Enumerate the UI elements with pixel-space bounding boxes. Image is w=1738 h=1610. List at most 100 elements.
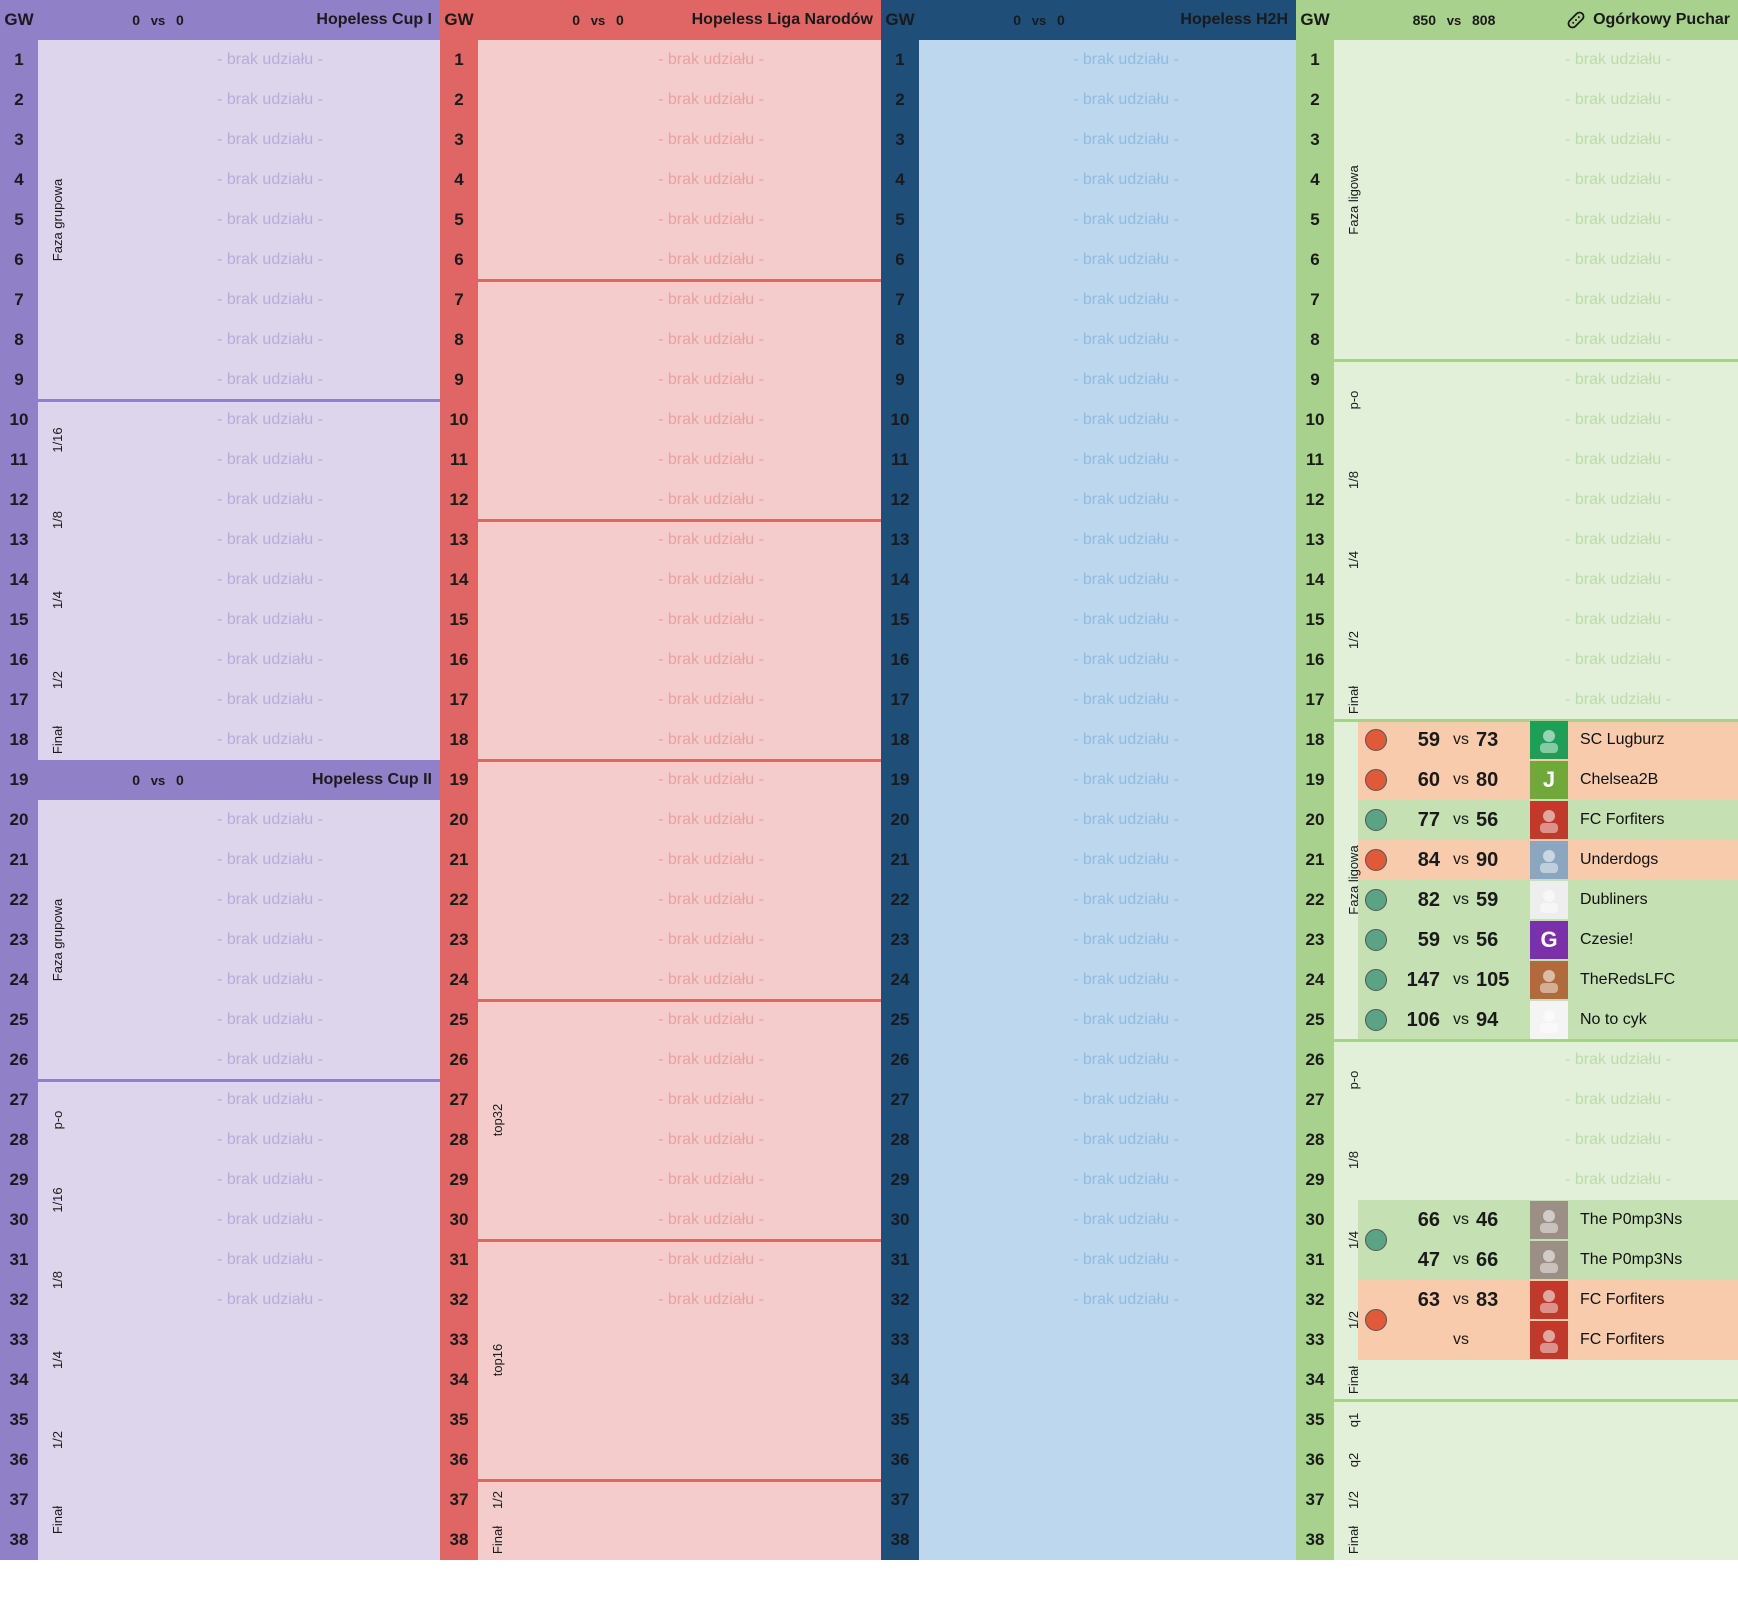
team-name[interactable]: TheRedsLFC — [1580, 971, 1676, 988]
gw-number: 20 — [449, 810, 469, 829]
gw-number: 21 — [1305, 850, 1325, 869]
gw-number: 2 — [895, 90, 905, 109]
gw-number: 19 — [9, 770, 29, 789]
gw-number: 17 — [449, 690, 469, 709]
team-name[interactable]: FC Forfiters — [1580, 1331, 1665, 1348]
gw-heading: GW — [4, 10, 34, 29]
gw-number: 10 — [449, 410, 469, 429]
team-name[interactable]: Underdogs — [1580, 851, 1659, 868]
gw-number: 1 — [14, 50, 24, 69]
no-participation-label: - brak udziału - — [1565, 491, 1671, 508]
no-participation-label: - brak udziału - — [217, 611, 323, 628]
no-participation-label: - brak udziału - — [1565, 51, 1671, 68]
match-vs: vs — [1453, 771, 1469, 788]
gw-number: 1 — [1310, 50, 1320, 69]
score-a: 63 — [1417, 1288, 1440, 1311]
match-row[interactable]: 147 vs 105 TheRedsLFC — [1358, 960, 1738, 1000]
team-name[interactable]: FC Forfiters — [1580, 1291, 1665, 1308]
match-row[interactable]: 47 vs 66 The P0mp3Ns — [1358, 1240, 1738, 1280]
match-row[interactable]: 77 vs 56 FC Forfiters — [1358, 800, 1738, 840]
gw-number: 31 — [1305, 1250, 1325, 1269]
stage-separator — [1334, 1399, 1738, 1402]
gw-number: 8 — [454, 330, 464, 349]
result-dot — [1365, 809, 1387, 831]
team-name[interactable]: The P0mp3Ns — [1580, 1211, 1683, 1228]
team-name[interactable]: Dubliners — [1580, 891, 1648, 908]
no-participation-label: - brak udziału - — [1073, 851, 1179, 868]
gw-number: 33 — [9, 1330, 29, 1349]
gw-number: 16 — [449, 650, 469, 669]
no-participation-label: - brak udziału - — [658, 131, 764, 148]
no-participation-label: - brak udziału - — [658, 91, 764, 108]
no-participation-label: - brak udziału - — [1565, 411, 1671, 428]
gw-heading: GW — [444, 10, 474, 29]
result-dot — [1365, 729, 1387, 751]
team-name[interactable]: FC Forfiters — [1580, 811, 1665, 828]
gw-number: 11 — [10, 450, 28, 469]
gw-number: 37 — [890, 1490, 910, 1509]
gw-number: 17 — [1305, 690, 1325, 709]
gw-number: 5 — [1310, 210, 1320, 229]
gw-number: 9 — [1310, 370, 1320, 389]
header-score-b: 0 — [616, 12, 624, 28]
match-row[interactable]: 106 vs 94 No to cyk — [1358, 1000, 1738, 1040]
header-score-b: 808 — [1472, 12, 1496, 28]
no-participation-label: - brak udziału - — [217, 1291, 323, 1308]
gw-number: 36 — [449, 1450, 469, 1469]
match-row[interactable]: 82 vs 59 Dubliners — [1358, 880, 1738, 920]
panel-title: Hopeless Cup II — [312, 771, 432, 789]
match-row[interactable]: 66 vs 46 The P0mp3Ns — [1358, 1200, 1738, 1251]
avatar-letter: G — [1540, 927, 1558, 952]
no-participation-label: - brak udziału - — [658, 771, 764, 788]
no-participation-label: - brak udziału - — [1073, 251, 1179, 268]
no-participation-label: - brak udziału - — [1073, 51, 1179, 68]
gw-number: 38 — [9, 1530, 29, 1549]
no-participation-label: - brak udziału - — [658, 531, 764, 548]
header-vs: vs — [1446, 12, 1462, 28]
panel-subheader: 0 vs 0 Hopeless Cup II — [0, 760, 440, 800]
team-name[interactable]: No to cyk — [1580, 1011, 1647, 1028]
gw-number: 23 — [1305, 930, 1325, 949]
score-b: 59 — [1476, 888, 1499, 911]
panel-title-text: Hopeless Liga Narodów — [691, 11, 873, 28]
no-participation-label: - brak udziału - — [1073, 891, 1179, 908]
no-participation-label: - brak udziału - — [1565, 91, 1671, 108]
no-participation-label: - brak udziału - — [217, 571, 323, 588]
gw-number: 24 — [1305, 970, 1325, 989]
panel-liga: GW 0 vs 0 Hopeless Liga Narodów 1 2 3 4 5 6 7 8 9 10 11… — [440, 0, 881, 1560]
stage-separator — [38, 399, 440, 402]
stage-separator — [478, 1239, 881, 1242]
team-name[interactable]: SC Lugburz — [1580, 731, 1665, 748]
team-avatar — [1530, 801, 1568, 839]
gw-number: 11 — [891, 450, 909, 469]
no-participation-label: - brak udziału - — [217, 91, 323, 108]
no-participation-label: - brak udziału - — [1073, 691, 1179, 708]
match-vs: vs — [1453, 1011, 1469, 1028]
team-avatar: J — [1530, 761, 1568, 799]
match-row[interactable]: 84 vs 90 Underdogs — [1358, 840, 1738, 880]
team-name[interactable]: Chelsea2B — [1580, 771, 1659, 788]
gw-number: 16 — [890, 650, 910, 669]
match-row[interactable]: 60 vs 80 J Chelsea2B — [1358, 760, 1738, 800]
stage-label: Faza grupowa — [50, 898, 65, 982]
header-vs: vs — [1031, 12, 1047, 28]
team-avatar — [1530, 881, 1568, 919]
gw-number: 38 — [890, 1530, 910, 1549]
no-participation-label: - brak udziału - — [217, 1091, 323, 1108]
team-name[interactable]: The P0mp3Ns — [1580, 1251, 1683, 1268]
gw-number: 6 — [14, 250, 24, 269]
match-vs: vs — [1453, 1251, 1469, 1268]
match-row[interactable]: vs FC Forfiters — [1358, 1320, 1738, 1360]
match-row[interactable]: 63 vs 83 FC Forfiters — [1358, 1280, 1738, 1331]
team-name[interactable]: Czesie! — [1580, 931, 1634, 948]
match-row[interactable]: 59 vs 56 G Czesie! — [1358, 920, 1738, 960]
gw-number: 21 — [449, 850, 469, 869]
gw-number: 23 — [449, 930, 469, 949]
gw-number: 37 — [1305, 1490, 1325, 1509]
gw-number: 3 — [14, 130, 24, 149]
gw-number: 7 — [895, 290, 905, 309]
stage-separator — [478, 1479, 881, 1482]
header-vs: vs — [150, 772, 166, 788]
gw-number: 2 — [1310, 90, 1320, 109]
match-row[interactable]: 59 vs 73 SC Lugburz — [1358, 720, 1738, 760]
